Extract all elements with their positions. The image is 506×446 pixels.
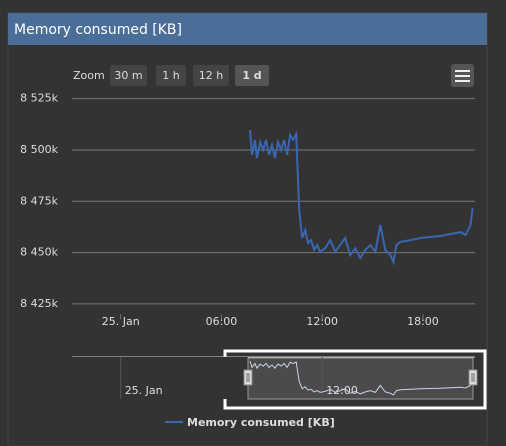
y-tick-label: 8 425k xyxy=(20,297,58,310)
menu-bar xyxy=(455,70,470,72)
navigator-tick-label: 25. Jan xyxy=(125,384,163,397)
line xyxy=(249,130,474,266)
y-tick-label: 8 500k xyxy=(20,143,58,156)
y-tick-label: 8 525k xyxy=(20,92,58,105)
menu-bar xyxy=(455,75,470,77)
y-tick-label: 8 450k xyxy=(20,246,58,259)
legend-label[interactable]: Memory consumed [KB] xyxy=(187,416,335,429)
zoom-button[interactable] xyxy=(235,65,269,86)
x-tick-label: 12:00 xyxy=(306,315,338,328)
x-tick-label: 25. Jan xyxy=(102,315,140,328)
zoom-button-label[interactable]: 1 h xyxy=(162,69,179,82)
menu-button[interactable] xyxy=(451,64,474,87)
zoom-button[interactable] xyxy=(110,65,147,86)
zoom-button-label[interactable]: 30 m xyxy=(114,69,142,82)
navigator-handle[interactable] xyxy=(243,369,253,386)
x-tick-label: 18:00 xyxy=(407,315,439,328)
zoom-button[interactable] xyxy=(193,65,229,86)
navigator-selection xyxy=(247,357,474,400)
menu-bar xyxy=(455,80,470,82)
zoom-button-label[interactable]: 12 h xyxy=(199,69,223,82)
y-tick-label: 8 475k xyxy=(20,194,58,207)
navigator-mask xyxy=(72,357,248,399)
x-tick-label: 06:00 xyxy=(206,315,238,328)
panel-header xyxy=(8,13,487,45)
navigator-handle[interactable] xyxy=(468,369,478,386)
zoom-label: Zoom xyxy=(73,69,105,82)
chart-title: Memory consumed [KB] xyxy=(14,22,182,38)
zoom-button[interactable] xyxy=(156,65,186,86)
zoom-button-label[interactable]: 1 d xyxy=(242,69,261,82)
navigator-tick-label: 12:00 xyxy=(326,384,358,397)
navigator-line xyxy=(249,360,474,396)
